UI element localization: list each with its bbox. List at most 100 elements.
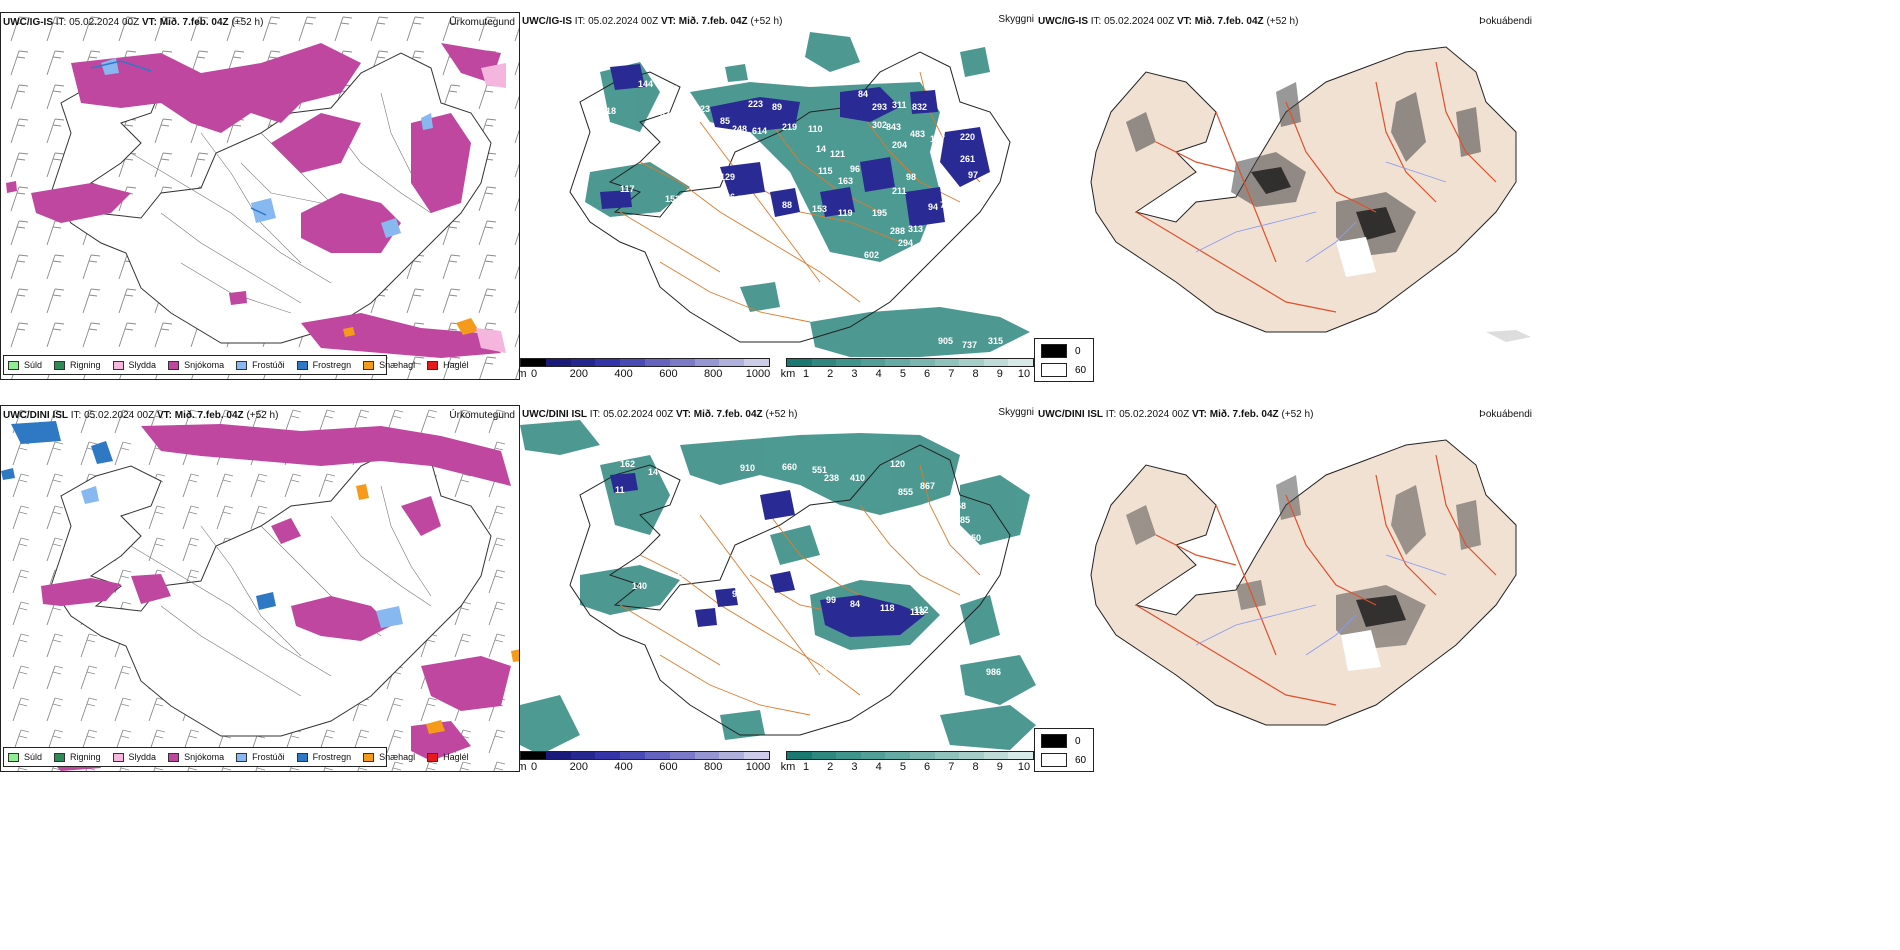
colorbar-step — [909, 752, 935, 759]
colorbar-step — [744, 359, 769, 366]
legend-label: Haglél — [443, 360, 469, 370]
fog-label-low: 60 — [1075, 365, 1087, 376]
colorbar-step — [885, 359, 910, 366]
legend-item: Snæhagl — [363, 360, 415, 370]
visibility-value: 153 — [812, 204, 827, 214]
visibility-value: 23 — [700, 104, 710, 114]
visibility-value: 905 — [938, 336, 953, 346]
visibility-value: 117 — [620, 184, 635, 194]
legend-item: Snjókoma — [168, 360, 224, 370]
field-name: Þokuábendi — [1479, 409, 1532, 420]
visibility-value: 220 — [960, 132, 975, 142]
visibility-value: 302 — [872, 120, 887, 130]
visibility-value: 910 — [740, 463, 755, 473]
visibility-value: 311 — [892, 100, 907, 110]
legend-swatch — [168, 752, 180, 762]
fog-map — [1090, 439, 1517, 726]
visibility-value: 410 — [850, 473, 865, 483]
colorbar-tick: 10 — [1017, 368, 1031, 380]
legend-swatch — [427, 752, 439, 762]
visibility-value: 120 — [890, 459, 905, 469]
colorbar-tick: 6 — [924, 761, 931, 772]
visibility-value: 121 — [830, 149, 845, 159]
rivers — [1195, 161, 1447, 263]
freezing-rain-areas — [1, 421, 276, 610]
colorbar-tick: 600 — [659, 368, 678, 380]
colorbar-unit: km — [780, 368, 796, 380]
panel-title: UWC/IG-IS IT: 05.02.2024 00Z VT: Mið. 7.… — [1038, 16, 1299, 27]
freezing-drizzle — [81, 486, 403, 628]
field-name: Skyggni — [998, 14, 1034, 25]
colorbar-step — [836, 752, 861, 759]
fog-swatch-low — [1041, 753, 1067, 767]
fog-label-low: 60 — [1075, 755, 1087, 766]
visibility-value: 737 — [962, 340, 977, 350]
colorbar-tick: 7 — [948, 368, 955, 380]
visibility-value: 294 — [898, 238, 913, 248]
visibility-value: 98 — [906, 172, 916, 182]
colorbar-tick: 6 — [924, 368, 931, 380]
colorbar-tick: 0 — [530, 761, 538, 772]
visibility-value: 144 — [638, 79, 653, 89]
visibility-value: 250 — [966, 533, 981, 543]
legend-item: Rigning — [54, 360, 101, 370]
colorbar-step — [521, 359, 546, 366]
visibility-value: 90 — [732, 589, 742, 599]
visibility-value: 614 — [752, 126, 767, 136]
colorbar-step — [694, 752, 720, 759]
fog-swatch-high — [1041, 734, 1067, 748]
colorbar-step — [669, 359, 695, 366]
colorbar-tick: 2 — [827, 368, 834, 380]
snow-pellets — [343, 318, 479, 337]
visibility-value: 15 — [670, 547, 680, 557]
colorbar-step — [787, 752, 812, 759]
legend-item: Snæhagl — [363, 752, 415, 762]
fog-label-high: 0 — [1075, 736, 1081, 747]
visibility-value: 120 — [730, 573, 745, 583]
legend-label: Súld — [24, 752, 43, 762]
colorbar-step — [836, 359, 861, 366]
colorbar-step — [545, 752, 571, 759]
visibility-value: 977 — [838, 364, 853, 374]
visibility-value: 58 — [956, 501, 966, 511]
colorbar-tick: 400 — [614, 368, 633, 380]
low-visibility-m — [600, 64, 990, 227]
legend-label: Frostregn — [312, 752, 352, 762]
legend-swatch — [363, 752, 375, 762]
freezing-rain-edges — [90, 60, 267, 216]
legend-swatch — [427, 360, 439, 370]
visibility-value: 843 — [886, 122, 901, 132]
fog-swatch-high — [1041, 344, 1067, 358]
colorbar-step — [719, 752, 745, 759]
legend-item: Frostúði — [236, 752, 285, 762]
legend-item: Snjókoma — [168, 752, 224, 762]
visibility-value: 85 — [960, 515, 970, 525]
field-name: Þokuábendi — [1479, 16, 1532, 27]
legend-label: Frostregn — [312, 360, 352, 370]
colorbar-step — [860, 752, 886, 759]
visibility-value: 238 — [824, 473, 839, 483]
visibility-value: 94 — [928, 202, 938, 212]
visibility-value: 867 — [920, 481, 935, 491]
legend-item: Haglél — [427, 360, 469, 370]
colorbar-unit: m — [520, 761, 527, 772]
panel-fog-bottom: UWC/DINI ISL IT: 05.02.2024 00Z VT: Mið.… — [1036, 405, 1536, 772]
legend-swatch — [296, 360, 308, 370]
colorbar-tick: 200 — [569, 761, 588, 772]
fog-legend-bottom: 0 60 — [1034, 728, 1094, 772]
colorbar-tick: 1000 — [745, 368, 771, 380]
visibility-value: 11 — [952, 216, 962, 226]
visibility-value: 223 — [748, 99, 763, 109]
fog-swatch-low — [1041, 363, 1067, 377]
colorbar-tick: 3 — [851, 761, 858, 772]
legend-swatch — [112, 752, 124, 762]
legend-item: Frostúði — [236, 360, 285, 370]
colorbar-tick: 9 — [996, 761, 1003, 772]
visibility-value: 85 — [720, 116, 730, 126]
panel-title: UWC/IG-IS IT: 05.02.2024 00Z VT: Mið. 7.… — [522, 16, 783, 27]
visibility-value: 847 — [1010, 344, 1025, 354]
legend-swatch — [54, 360, 66, 370]
fog-legend-top: 0 60 — [1034, 338, 1094, 382]
panel-visibility-top: UWC/IG-IS IT: 05.02.2024 00Z VT: Mið. 7.… — [520, 12, 1036, 380]
